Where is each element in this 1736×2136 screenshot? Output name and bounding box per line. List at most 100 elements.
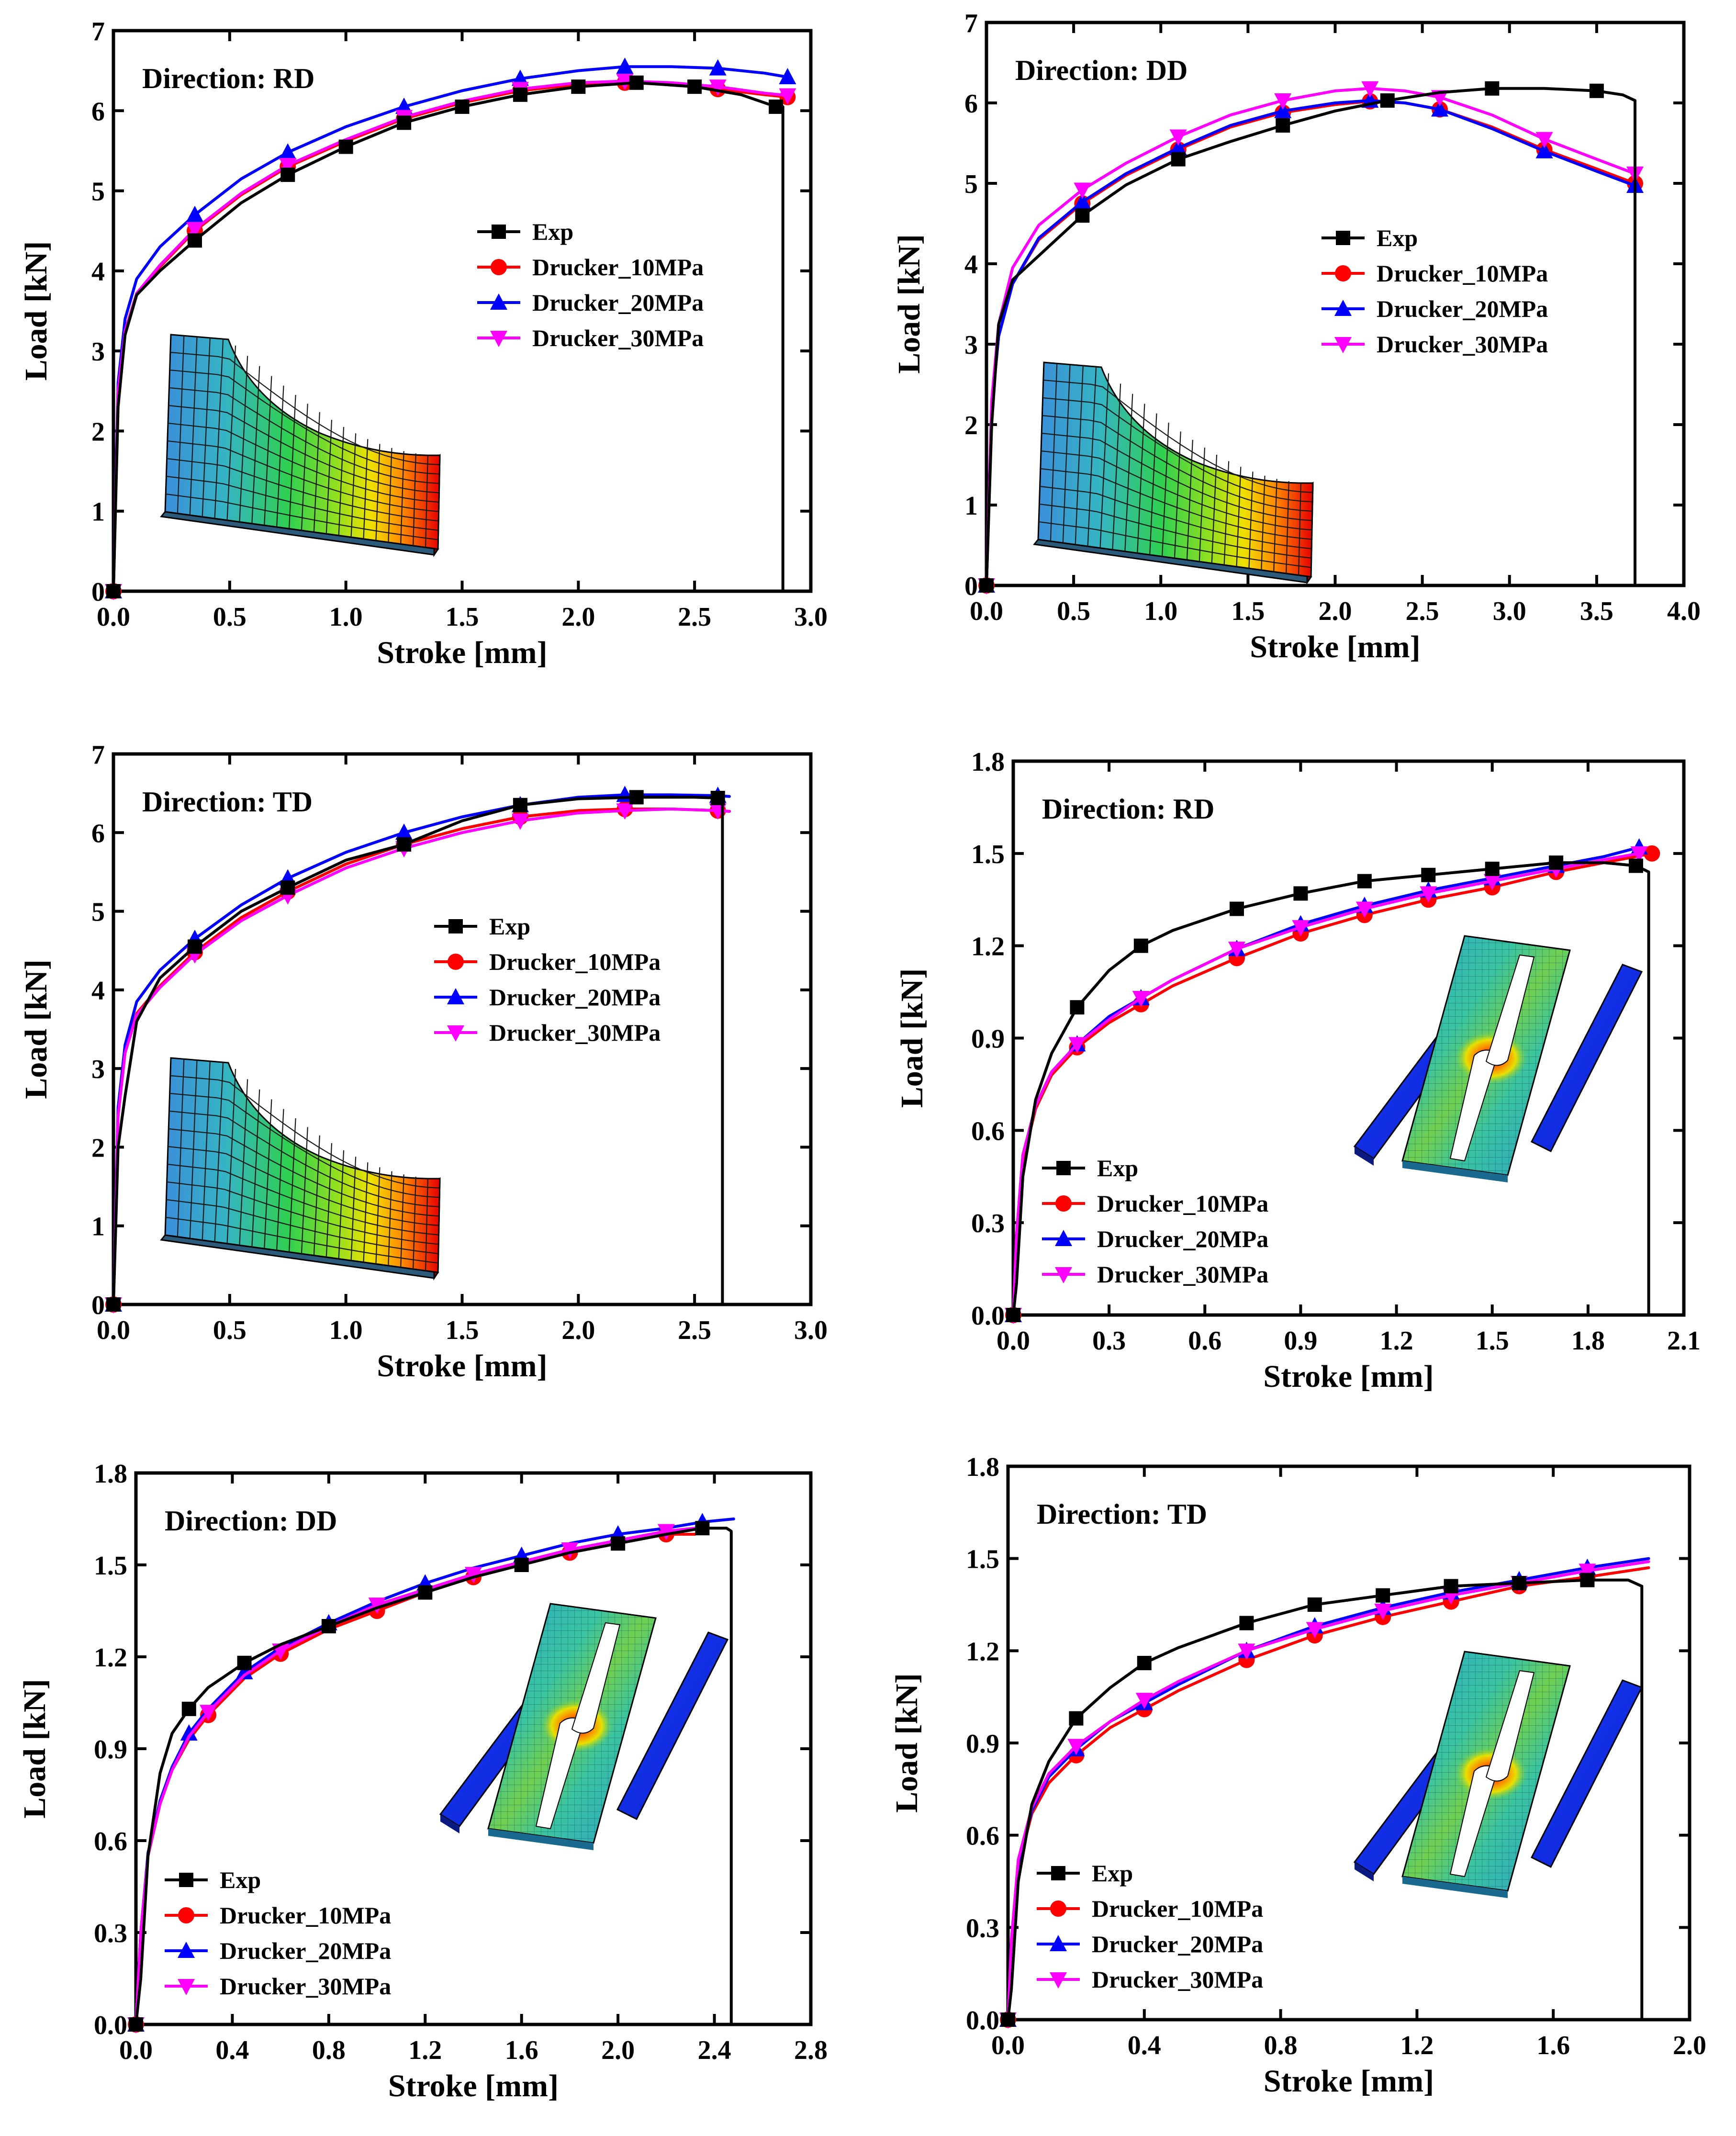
- y-tick-label: 5: [91, 177, 105, 207]
- legend-label: Exp: [1097, 1155, 1138, 1181]
- legend-marker: [1050, 1935, 1067, 1951]
- chart-panel-3: 0.0 0.5 1.0 1.5 2.0 2.5 3.0 0 1 2 3 4 5 6 7 Stroke [mm]…: [19, 740, 828, 1383]
- chart-panel-5: 0.0 0.4 0.8 1.2 1.6 2.0 2.4 2.8 0.0 0.3 0.6 0.9 1.2 1…: [17, 1459, 828, 2103]
- series-marker: [1512, 1576, 1526, 1591]
- shear-specimen-inset: [439, 1603, 729, 1850]
- y-tick-label: 1.5: [971, 840, 1005, 869]
- x-tick-label: 0.5: [213, 1315, 246, 1345]
- x-tick-label: 2.1: [1667, 1326, 1701, 1356]
- legend-label: Exp: [532, 218, 573, 245]
- y-tick-label: 7: [91, 17, 105, 46]
- series-marker: [1357, 874, 1372, 888]
- series-marker: [514, 1558, 529, 1572]
- y-tick-label: 7: [964, 9, 978, 38]
- legend-label: Drucker_30MPa: [1092, 1966, 1263, 1993]
- series-line: [112, 808, 731, 1306]
- y-tick-label: 0: [964, 572, 978, 601]
- series-marker: [235, 1663, 253, 1679]
- series-line: [134, 1527, 733, 2026]
- y-tick-label: 1.8: [94, 1459, 127, 1489]
- panel-title: Direction: DD: [1015, 55, 1187, 86]
- x-axis-title: Stroke [mm]: [1250, 630, 1420, 664]
- series-marker: [1137, 1656, 1152, 1671]
- y-tick-label: 0.6: [971, 1116, 1005, 1146]
- series-marker: [237, 1655, 252, 1670]
- y-tick-label: 0.3: [94, 1919, 127, 1948]
- legend: Exp Drucker_10MPa Drucker_20MPa Drucker_30M…: [1037, 1860, 1263, 1993]
- y-axis-title: Load [kN]: [19, 241, 54, 381]
- series-marker: [186, 205, 203, 222]
- series-marker: [1307, 1597, 1322, 1612]
- legend-marker: [1051, 1866, 1065, 1880]
- series-marker: [1644, 845, 1660, 862]
- series-line: [112, 796, 724, 1306]
- y-tick-label: 0.0: [94, 2011, 127, 2040]
- panel-title: Direction: TD: [142, 786, 313, 818]
- series-marker: [779, 88, 796, 105]
- series-marker: [571, 79, 586, 94]
- series-marker: [1239, 1616, 1254, 1630]
- series-marker: [1238, 1643, 1255, 1660]
- series-Exp: [979, 81, 1636, 593]
- series-marker: [1579, 1563, 1596, 1580]
- chart-panel-2: 0.0 0.5 1.0 1.5 2.0 2.5 3.0 3.5 4.0 0 1 2 3 4 5 6 7 Strok…: [892, 9, 1701, 664]
- x-tick-label: 2.5: [678, 602, 711, 632]
- legend-label: Exp: [489, 913, 530, 940]
- series-marker: [465, 1567, 482, 1584]
- series-marker: [200, 1705, 217, 1721]
- y-axis-title: Load [kN]: [892, 234, 927, 374]
- series-marker: [511, 69, 529, 86]
- series-Drucker_30MPa: [978, 81, 1644, 595]
- series-marker: [629, 75, 644, 90]
- shear-specimen-inset: [1353, 935, 1643, 1182]
- legend-label: Drucker_30MPa: [220, 1973, 391, 2000]
- x-tick-label: 0.4: [215, 2035, 249, 2065]
- series-marker: [1069, 1711, 1084, 1726]
- x-tick-label: 1.5: [1231, 596, 1265, 626]
- y-tick-label: 0: [91, 1291, 105, 1320]
- series-marker: [1006, 1308, 1020, 1322]
- series-marker: [1169, 129, 1187, 146]
- series-marker: [1001, 2012, 1015, 2027]
- series-marker: [1074, 182, 1091, 199]
- legend-label: Drucker_20MPa: [1097, 1225, 1268, 1252]
- y-tick-label: 0.3: [971, 1209, 1005, 1238]
- y-tick-label: 1.5: [966, 1545, 999, 1574]
- legend-label: Drucker_10MPa: [489, 948, 661, 975]
- series-marker: [1421, 867, 1436, 882]
- y-tick-label: 0.0: [971, 1301, 1005, 1331]
- series-marker: [1276, 118, 1290, 133]
- y-tick-label: 6: [91, 97, 105, 126]
- x-tick-label: 3.0: [794, 602, 828, 632]
- series-marker: [338, 139, 353, 154]
- series-marker: [1630, 846, 1648, 863]
- legend-label: Drucker_10MPa: [1092, 1895, 1263, 1922]
- legend-label: Drucker_20MPa: [1377, 295, 1548, 322]
- y-tick-label: 2: [91, 417, 105, 447]
- series-marker: [1171, 152, 1186, 167]
- series-marker: [1485, 81, 1500, 96]
- x-tick-label: 1.0: [1144, 596, 1177, 626]
- y-tick-label: 1: [964, 491, 978, 521]
- y-tick-label: 1.2: [971, 932, 1005, 962]
- y-tick-label: 1.5: [94, 1551, 127, 1581]
- legend-marker: [448, 919, 463, 933]
- x-tick-label: 2.0: [601, 2035, 635, 2065]
- legend-marker: [1336, 231, 1350, 245]
- y-tick-label: 4: [91, 257, 105, 287]
- legend-label: Drucker_20MPa: [220, 1937, 391, 1964]
- x-tick-label: 1.6: [505, 2035, 538, 2065]
- series-line: [985, 87, 1636, 587]
- x-tick-label: 0.0: [997, 1326, 1030, 1356]
- y-tick-label: 0.6: [94, 1827, 127, 1856]
- series-marker: [1589, 83, 1604, 98]
- series-marker: [418, 1585, 433, 1600]
- legend-marker: [179, 1873, 193, 1887]
- series-marker: [368, 1597, 386, 1614]
- y-axis-title: Load [kN]: [889, 1673, 924, 1813]
- y-tick-label: 3: [91, 337, 105, 367]
- series-marker: [395, 823, 413, 840]
- legend-marker: [178, 1942, 195, 1958]
- series-marker: [1444, 1579, 1458, 1594]
- y-tick-label: 7: [91, 740, 105, 770]
